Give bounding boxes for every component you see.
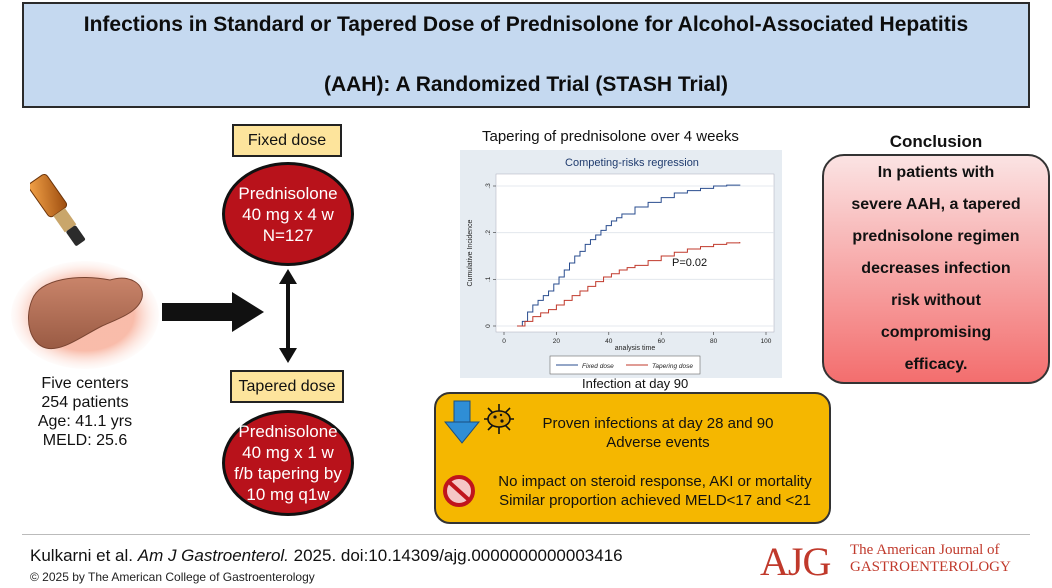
study-info-age: Age: 41.1 yrs <box>37 413 133 430</box>
series-line-tapering-dose <box>517 242 741 327</box>
copyright: © 2025 by The American College of Gastro… <box>30 570 315 584</box>
p-value-annotation: P=0.02 <box>672 257 707 269</box>
conclusion-box: In patients with severe AAH, a tapered p… <box>822 154 1050 384</box>
study-info: Five centers 254 patients Age: 41.1 yrs … <box>20 374 150 450</box>
study-info-meld: MELD: 25.6 <box>42 432 128 449</box>
chart-caption-bottom: Infection at day 90 <box>582 376 689 391</box>
y-tick-label: .2 <box>485 230 492 236</box>
x-tick-label: 20 <box>553 338 561 345</box>
decreased-adverse-events: Adverse events <box>606 434 710 451</box>
competing-risks-chart: Competing-risks regression 0 .1 .2 .3 0 20 40 6… <box>467 157 775 375</box>
legend-box <box>549 355 701 375</box>
journal-name-line-1: The American Journal of <box>850 542 1000 558</box>
y-tick-label: 0 <box>485 324 492 328</box>
journal-name-line-2: GASTROENTEROLOGY <box>850 559 1011 575</box>
journal-name: The American Journal of GASTROENTEROLOGY <box>850 542 1011 576</box>
series-group <box>517 184 741 327</box>
x-axis-label: analysis time <box>615 345 656 352</box>
decreased-outcomes: Proven infections at day 28 and 90 Adver… <box>508 414 808 452</box>
series-line-fixed-dose <box>517 184 741 327</box>
bacteria-icon <box>484 404 514 434</box>
conclusion-heading: Conclusion <box>889 132 983 151</box>
outcomes-box: Proven infections at day 28 and 90 Adver… <box>434 392 831 524</box>
no-impact-outcomes: No impact on steroid response, AKI or mo… <box>480 472 830 510</box>
alcohol-bottle-icon <box>30 173 86 246</box>
citation: Kulkarni et al. Am J Gastroenterol. 2025… <box>30 546 623 566</box>
legend-label-fixed: Fixed dose <box>582 363 614 370</box>
down-arrow-icon <box>444 400 480 444</box>
citation-authors: Kulkarni et al. <box>30 546 138 565</box>
conclusion-line-1: In patients with <box>877 164 995 181</box>
tapered-dose-label: Tapered dose <box>230 370 344 403</box>
fixed-dose-label: Fixed dose <box>232 124 342 157</box>
x-tick-label: 40 <box>605 338 613 345</box>
ajg-logo: AJG <box>760 539 831 584</box>
study-info-patients: 254 patients <box>41 394 129 411</box>
citation-rest: 2025. doi:10.14309/ajg.0000000000003416 <box>288 546 623 565</box>
conclusion-line-3: prednisolone regimen <box>852 228 1020 245</box>
fixed-dose-n: N=127 <box>262 225 314 245</box>
right-arrow-icon <box>162 292 264 332</box>
fixed-dose-drug: Prednisolone <box>238 183 338 203</box>
fixed-dose-regimen: 40 mg x 4 w <box>242 204 334 224</box>
title-banner: Infections in Standard or Tapered Dose o… <box>22 2 1030 108</box>
x-tick-label: 80 <box>710 338 718 345</box>
chart-legend: Fixed dose Tapering dose <box>549 355 701 375</box>
x-tick-label: 100 <box>761 338 772 345</box>
title-line-1: Infections in Standard or Tapered Dose o… <box>83 13 969 36</box>
plot-area <box>495 173 775 333</box>
y-tick-label: .1 <box>485 276 492 282</box>
conclusion-line-7: efficacy. <box>904 356 968 373</box>
y-axis-label: Cumulative Incidence <box>467 219 474 286</box>
no-impact-steroid: No impact on steroid response, AKI or mo… <box>498 473 812 490</box>
conclusion-line-5: risk without <box>891 292 981 309</box>
conclusion-line-2: severe AAH, a tapered <box>851 196 1021 213</box>
study-info-centers: Five centers <box>41 375 129 392</box>
liver-icon <box>11 261 159 369</box>
decreased-infections: Proven infections at day 28 and 90 <box>542 415 774 432</box>
tapered-dose-ellipse: Prednisolone 40 mg x 1 w f/b tapering by… <box>222 410 354 516</box>
double-arrow-icon <box>279 269 297 363</box>
y-tick-label: .3 <box>485 183 492 189</box>
citation-journal: Am J Gastroenterol. <box>137 546 289 565</box>
tapered-dose-step: 10 mg q1w <box>246 485 330 504</box>
legend-label-tapering: Tapering dose <box>652 363 693 370</box>
gridlines <box>496 185 774 327</box>
tapered-dose-drug: Prednisolone <box>238 422 338 441</box>
axes: 0 .1 .2 .3 0 20 40 60 80 100 <box>485 183 772 345</box>
fixed-dose-ellipse: Prednisolone 40 mg x 4 w N=127 <box>222 162 354 266</box>
chart-panel: Competing-risks regression 0 .1 .2 .3 0 20 40 6… <box>460 150 782 378</box>
title-line-2: (AAH): A Randomized Trial (STASH Trial) <box>323 73 729 96</box>
conclusion-line-4: decreases infection <box>861 260 1011 277</box>
tapered-dose-taper: f/b tapering by <box>234 464 342 483</box>
no-impact-meld: Similar proportion achieved MELD<17 and … <box>499 492 811 509</box>
footer-divider <box>22 534 1030 535</box>
prohibited-icon <box>443 475 475 507</box>
tapered-dose-regimen: 40 mg x 1 w <box>242 443 334 462</box>
x-tick-label: 60 <box>658 338 666 345</box>
chart-caption-top: Tapering of prednisolone over 4 weeks <box>482 128 739 145</box>
x-tick-label: 0 <box>502 338 506 345</box>
chart-title: Competing-risks regression <box>565 157 699 169</box>
conclusion-line-6: compromising <box>880 324 992 341</box>
